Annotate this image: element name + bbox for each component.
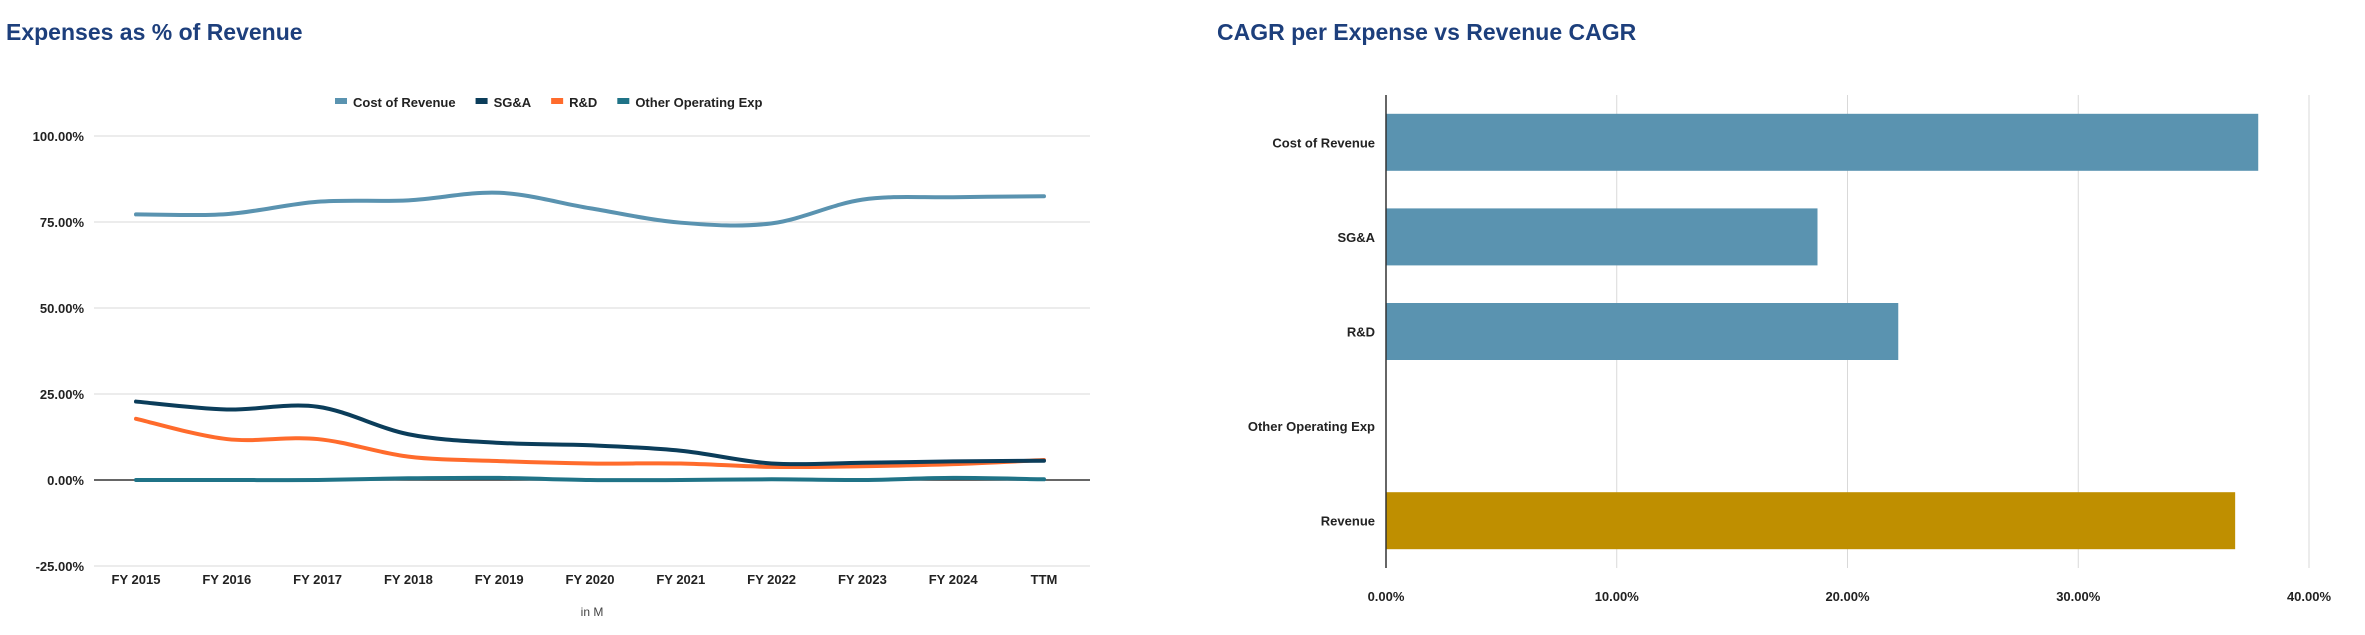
x-tick-label: FY 2021 [656,572,705,587]
x-tick-label: FY 2017 [293,572,342,587]
line-chart-xlabel: in M [581,605,604,619]
bar [1386,208,1818,266]
x-tick-label: FY 2016 [202,572,251,587]
x-tick-label: 30.00% [2056,589,2101,604]
line-chart: -25.00% 0.00% 25.00% 50.00% 75.00% 100.00% FY … [33,95,1090,587]
legend-swatch [475,98,488,104]
series-line-1 [134,399,1046,467]
bar [1386,303,1899,360]
legend-label: Other Operating Exp [635,95,762,110]
y-tick-label: 100.00% [33,129,85,144]
legend-label: R&D [569,95,597,110]
series-line-3 [134,475,1046,483]
series-line-0 [134,190,1046,228]
legend-label: Cost of Revenue [353,95,456,110]
y-tick-label: 75.00% [40,215,85,230]
bar [1386,492,2236,550]
y-tick-label: Other Operating Exp [1248,419,1375,434]
y-tick-label: 50.00% [40,301,85,316]
y-tick-label: -25.00% [36,559,85,574]
bar-chart-title: CAGR per Expense vs Revenue CAGR [1217,19,1637,45]
x-tick-label: FY 2019 [475,572,524,587]
legend-swatch [335,98,347,104]
y-tick-label: R&D [1347,325,1375,340]
x-tick-label: 40.00% [2287,589,2332,604]
line-chart-title: Expenses as % of Revenue [6,19,303,45]
y-tick-label: 0.00% [47,473,84,488]
y-tick-label: Cost of Revenue [1272,135,1375,150]
x-tick-label: 10.00% [1595,589,1640,604]
x-tick-label: FY 2023 [838,572,887,587]
legend-swatch [617,98,630,104]
y-tick-label: SG&A [1337,230,1375,245]
bar-chart: 0.00% 10.00% 20.00% 30.00% 40.00% Cost of Rev… [1248,95,2332,604]
x-tick-label: TTM [1031,572,1058,587]
x-tick-label: FY 2020 [566,572,615,587]
legend-swatch [551,98,564,104]
x-tick-label: FY 2015 [112,572,161,587]
x-tick-label: FY 2018 [384,572,433,587]
x-tick-label: FY 2024 [929,572,979,587]
x-tick-label: FY 2022 [747,572,796,587]
y-tick-label: Revenue [1321,514,1375,529]
series-line-2 [134,416,1046,470]
bar [1386,113,2259,171]
x-tick-label: 20.00% [1825,589,1870,604]
x-tick-label: 0.00% [1368,589,1405,604]
legend-label: SG&A [494,95,532,110]
y-tick-label: 25.00% [40,387,85,402]
